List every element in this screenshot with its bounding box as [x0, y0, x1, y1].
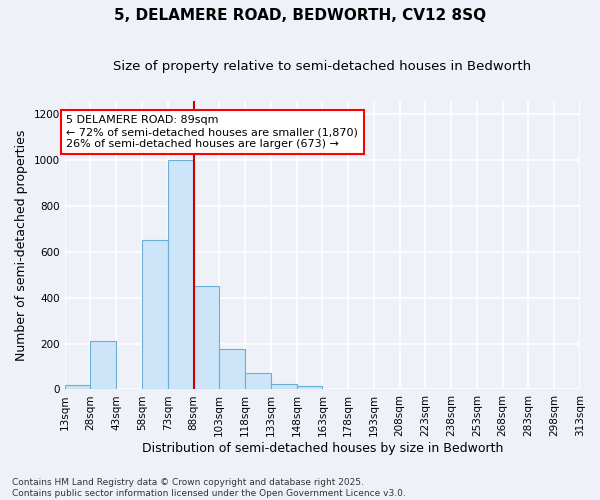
X-axis label: Distribution of semi-detached houses by size in Bedworth: Distribution of semi-detached houses by …: [142, 442, 503, 455]
Bar: [219, 350, 245, 390]
Bar: [271, 384, 296, 390]
Bar: [193, 286, 219, 390]
Y-axis label: Number of semi-detached properties: Number of semi-detached properties: [15, 130, 28, 360]
Text: Contains HM Land Registry data © Crown copyright and database right 2025.
Contai: Contains HM Land Registry data © Crown c…: [12, 478, 406, 498]
Bar: [168, 160, 193, 390]
Bar: [245, 374, 271, 390]
Text: 5 DELAMERE ROAD: 89sqm
← 72% of semi-detached houses are smaller (1,870)
26% of : 5 DELAMERE ROAD: 89sqm ← 72% of semi-det…: [67, 116, 358, 148]
Bar: [296, 386, 322, 390]
Title: Size of property relative to semi-detached houses in Bedworth: Size of property relative to semi-detach…: [113, 60, 532, 73]
Bar: [91, 342, 116, 390]
Bar: [142, 240, 168, 390]
Text: 5, DELAMERE ROAD, BEDWORTH, CV12 8SQ: 5, DELAMERE ROAD, BEDWORTH, CV12 8SQ: [114, 8, 486, 22]
Bar: [65, 385, 91, 390]
